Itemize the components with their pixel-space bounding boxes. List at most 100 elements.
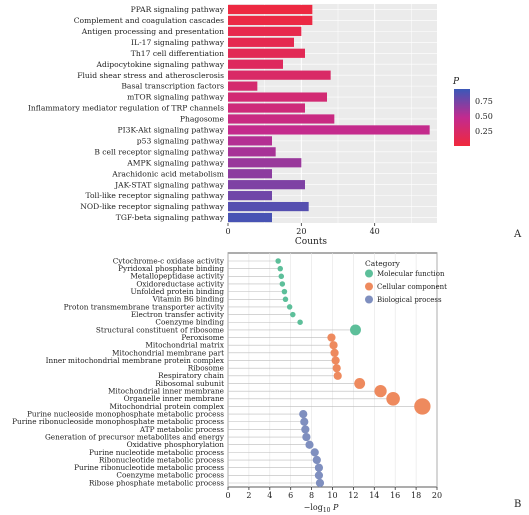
panel-b-category-label: Organelle inner membrane <box>124 394 224 403</box>
panel-b-category-label: Respiratory chain <box>158 371 224 380</box>
panel-b-point <box>279 281 286 287</box>
panel-b-point <box>327 333 336 342</box>
panel-b-legend-entry: Biological process <box>377 296 442 304</box>
panel-b-point <box>329 341 338 350</box>
panel-b-point <box>275 258 281 264</box>
panel-a-legend: P 0.75 0.50 0.25 <box>452 77 493 146</box>
panel-a-bar <box>228 26 302 36</box>
panel-b-category-label: Ribonucleotide metabolic process <box>99 455 224 464</box>
panel-b-legend-entry: Molecular function <box>377 270 445 278</box>
panel-b-point <box>350 324 361 336</box>
panel-a-x-tick-label: 40 <box>370 227 380 236</box>
panel-a-category-label: Fluid shear stress and atherosclerosis <box>77 71 224 80</box>
panel-b-category-label: Mitochondrial inner membrane <box>108 387 224 396</box>
panel-a-bar <box>228 180 305 190</box>
panel-a-category-label: mTOR signaling pathway <box>127 93 225 102</box>
panel-a-bar <box>228 147 276 157</box>
panel-a-bar <box>228 48 305 58</box>
panel-b-point <box>305 440 314 449</box>
panel-b-x-tick-label: 6 <box>288 491 293 500</box>
panel-a-bar <box>228 158 302 168</box>
panel-b-legend-title: Category <box>365 259 401 268</box>
panel-b-label: B <box>514 499 521 510</box>
panel-b-category-label: Mitochondrial matrix <box>145 341 225 350</box>
panel-b-category-label: Oxidative phosphorylation <box>127 440 225 449</box>
panel-a-category-label: Toll-like receptor signaling pathway <box>85 191 224 200</box>
panel-a-category-label: PI3K-Akt signaling pathway <box>118 126 225 135</box>
panel-a-bar <box>228 59 283 69</box>
panel-b-category-label: Vitamin B6 binding <box>152 295 225 304</box>
panel-b-point <box>300 417 309 426</box>
panel-a-category-labels: PPAR signaling pathway Complement and coa… <box>28 5 225 222</box>
panel-a-bar <box>228 70 331 80</box>
panel-a-bar <box>228 103 305 113</box>
panel-a-bar <box>228 37 294 47</box>
panel-a-legend-tick: 0.25 <box>475 127 493 136</box>
panel-a-category-label: Inflammatory mediator regulation of TRP … <box>28 104 224 113</box>
panel-b-category-label: Coenzyme binding <box>155 318 224 327</box>
panel-b-point <box>314 471 324 480</box>
panel-b-point <box>286 304 293 310</box>
panel-b-category-label: Pyridoxal phosphate binding <box>118 264 224 273</box>
panel-a-category-label: Phagosome <box>180 115 225 124</box>
panel-a-x-axis-label: Counts <box>295 237 328 247</box>
panel-a-plot-background <box>228 4 437 223</box>
panel-b-x-tick-label: 14 <box>369 491 379 500</box>
panel-b-point <box>354 378 366 389</box>
panel-a-legend-tick: 0.50 <box>475 112 493 121</box>
panel-a-category-label: AMPK signaling pathway <box>126 158 224 167</box>
panel-b-point <box>301 425 310 434</box>
panel-b-legend-swatch <box>365 269 373 278</box>
panel-a-bar <box>228 169 272 179</box>
panel-b-category-label: Ribosomal subunit <box>155 379 224 388</box>
panel-b-x-tick-label: 4 <box>267 491 272 500</box>
panel-a-category-label: Basal transcription factors <box>121 82 224 91</box>
panel-a-category-label: p53 signaling pathway <box>137 136 225 145</box>
panel-a-bar <box>228 15 313 26</box>
panel-b-category-label: Electron transfer activity <box>131 310 225 319</box>
panel-b-x-tick-label: 2 <box>246 491 251 500</box>
panel-b-point <box>414 398 431 415</box>
panel-b-x-tick-label: 18 <box>411 491 421 500</box>
panel-b-category-label: Inner mitochondrial membrane protein com… <box>46 356 225 365</box>
panel-a-category-label: PPAR signaling pathway <box>131 5 225 14</box>
panel-b-points <box>275 258 431 488</box>
panel-b-category-label: Purine ribonucleoside monophosphate meta… <box>12 417 224 426</box>
panel-a-bar <box>228 212 272 223</box>
panel-a-legend-title: P <box>452 77 460 87</box>
panel-b-x-tick-label: 10 <box>327 491 337 500</box>
panel-a-category-label: TGF-beta signaling pathway <box>116 213 225 222</box>
panel-b-category-label: Ribose phosphate metabolic process <box>89 478 224 487</box>
panel-a-bar <box>228 191 272 201</box>
svg-text:−log10 P: −log10 P <box>304 503 339 514</box>
panel-b-point <box>278 273 285 280</box>
panel-a-category-label: Arachidonic acid metabolism <box>111 169 224 178</box>
panel-b-category-label: Ribosome <box>188 364 224 373</box>
panel-b-x-axis-label: −log10 P <box>304 503 339 514</box>
panel-b-point <box>312 455 321 465</box>
panel-b-category-label: Purine nucleoside monophosphate metaboli… <box>27 410 224 419</box>
panel-b-x-tick-label: 12 <box>348 491 358 500</box>
panel-b-x-ticks: 0 2 4 6 8 10 12 14 16 18 20 <box>225 487 442 500</box>
panel-b-point <box>290 311 296 318</box>
panel-b-category-label: Purine ribonucleotide metabolic process <box>74 463 224 472</box>
panel-a-bar <box>228 136 272 146</box>
panel-b-point <box>331 356 340 365</box>
panel-b-legend-entry: Cellular component <box>377 283 447 291</box>
panel-b-point <box>302 432 311 442</box>
panel-a-x-ticks: 0 20 40 <box>225 223 380 236</box>
panel-b-point <box>299 410 308 419</box>
panel-a-bar-chart: PPAR signaling pathway Complement and coa… <box>28 4 522 247</box>
panel-b-legend-swatch <box>365 295 373 304</box>
panel-a-category-label: JAK-STAT signaling pathway <box>114 180 225 189</box>
panel-b-point <box>310 448 319 457</box>
panel-b-x-tick-label: 8 <box>309 491 314 500</box>
panel-a-legend-colorbar <box>454 89 470 146</box>
panel-a-category-label: Adipocytokine signaling pathway <box>96 60 225 69</box>
panel-a-x-tick-label: 0 <box>225 227 230 236</box>
panel-b-category-label: Coenzyme metabolic process <box>116 471 224 480</box>
panel-b-category-label: Purine nucleotide metabolic process <box>89 448 224 457</box>
panel-b-point <box>314 463 324 472</box>
